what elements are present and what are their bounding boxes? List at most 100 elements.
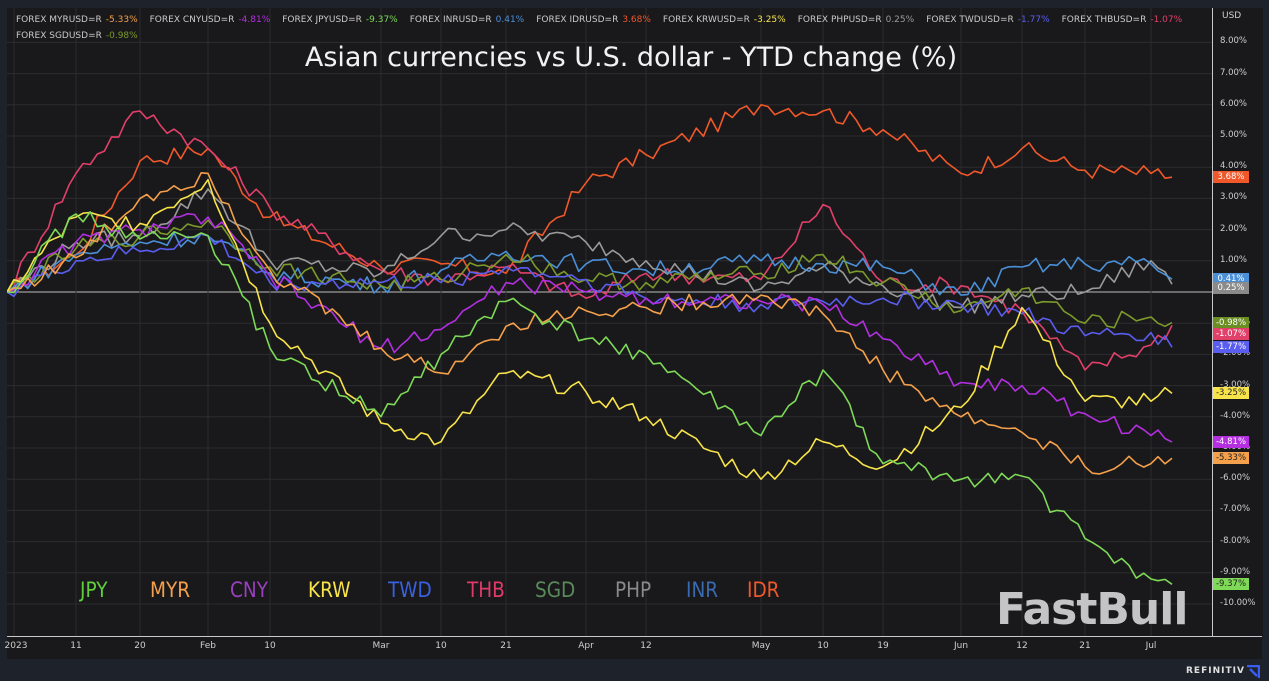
x-tick-label: Feb <box>200 641 216 651</box>
ric-value: 3.68% <box>622 15 651 25</box>
ric-legend-item[interactable]: FOREX PHPUSD=R 0.25% <box>798 12 914 28</box>
ric-value: -9.37% <box>365 15 398 25</box>
ric-legend-item[interactable]: FOREX SGDUSD=R -0.98% <box>16 28 138 44</box>
y-tick-label: -7.00% <box>1220 504 1251 515</box>
ric-name: FOREX THBUSD=R <box>1061 15 1147 25</box>
ric-name: FOREX JPYUSD=R <box>282 15 362 25</box>
y-tick-label: -9.00% <box>1220 566 1251 577</box>
x-tick-label: 12 <box>1016 641 1028 651</box>
series-line-cny[interactable] <box>7 213 1173 443</box>
y-tick-label: -3.00% <box>1220 379 1251 390</box>
x-tick-label: 2023 <box>4 641 28 651</box>
currency-legend-krw: KRW <box>308 578 351 602</box>
refinitiv-label: REFINITIV <box>1186 666 1245 676</box>
x-tick-label: Jun <box>953 641 969 651</box>
ric-value: 0.41% <box>495 15 525 25</box>
currency-legend-php: PHP <box>615 578 652 602</box>
ric-legend-item[interactable]: FOREX THBUSD=R -1.07% <box>1062 12 1183 28</box>
axis-unit-label: USD <box>1222 11 1242 21</box>
ric-name: FOREX KRWUSD=R <box>662 15 750 25</box>
line-chart <box>7 8 1212 636</box>
ric-value: -3.25% <box>753 15 786 25</box>
ric-value: -5.33% <box>105 15 138 25</box>
last-value-tag: -0.98% <box>1213 316 1249 329</box>
ric-legend-item[interactable]: FOREX MYRUSD=R -5.33% <box>16 12 138 28</box>
y-tick-label: -10.00% <box>1220 598 1256 608</box>
series-line-twd[interactable] <box>7 233 1173 348</box>
currency-legend-thb: THB <box>467 578 505 602</box>
last-value-tag: 0.25% <box>1213 282 1249 295</box>
last-value-tag: -9.37% <box>1213 578 1249 591</box>
series-line-myr[interactable] <box>7 172 1173 475</box>
y-tick-label: -8.00% <box>1220 535 1251 546</box>
y-tick-label: 4.00% <box>1220 161 1248 172</box>
ric-legend-item[interactable]: FOREX TWDUSD=R -1.77% <box>926 12 1049 28</box>
x-tick-label: 11 <box>70 641 82 651</box>
ric-name: FOREX SGDUSD=R <box>16 31 102 41</box>
currency-legend-inr: INR <box>686 578 719 602</box>
refinitiv-logo-icon <box>1247 665 1260 678</box>
last-value-tag: 3.68% <box>1213 171 1249 184</box>
currency-legend-cny: CNY <box>230 578 269 602</box>
x-tick-label: 12 <box>640 641 652 651</box>
x-tick-label: 10 <box>435 641 447 651</box>
ric-value: -1.77% <box>1017 15 1050 25</box>
ric-name: FOREX CNYUSD=R <box>149 15 235 25</box>
ric-legend-item[interactable]: FOREX KRWUSD=R -3.25% <box>663 12 786 28</box>
x-tick-label: 10 <box>817 641 829 651</box>
chart-title: Asian currencies vs U.S. dollar - YTD ch… <box>304 42 958 73</box>
y-tick-label: -2.00% <box>1220 348 1251 359</box>
y-tick-label: 3.00% <box>1220 192 1248 203</box>
last-value-tag: -1.07% <box>1213 328 1249 341</box>
currency-legend-idr: IDR <box>747 578 780 602</box>
x-tick-label: Mar <box>372 641 390 651</box>
ric-name: FOREX PHPUSD=R <box>797 15 882 25</box>
currency-legend-jpy: JPY <box>80 578 108 602</box>
y-tick-label: -4.00% <box>1220 410 1251 421</box>
x-tick-label: 20 <box>134 641 146 651</box>
ric-name: FOREX IDRUSD=R <box>536 15 619 25</box>
ric-legend-item[interactable]: FOREX CNYUSD=R -4.81% <box>150 12 271 28</box>
x-tick-label: 10 <box>264 641 276 651</box>
ric-legend-item[interactable]: FOREX JPYUSD=R -9.37% <box>282 12 397 28</box>
y-tick-label: 7.00% <box>1220 67 1248 78</box>
x-tick-label: 21 <box>500 641 512 651</box>
ric-name: FOREX TWDUSD=R <box>926 15 1014 25</box>
ric-legend-item[interactable]: FOREX IDRUSD=R 3.68% <box>536 12 651 28</box>
ric-value: -4.81% <box>238 15 271 25</box>
y-tick-label: 8.00% <box>1220 36 1248 47</box>
plot-area[interactable] <box>7 8 1212 636</box>
last-value-tag: -5.33% <box>1213 452 1249 465</box>
ric-name: FOREX INRUSD=R <box>409 15 492 25</box>
currency-legend-myr: MYR <box>150 578 191 602</box>
x-axis[interactable] <box>7 636 1262 659</box>
series-line-jpy[interactable] <box>7 211 1173 585</box>
series-line-idr[interactable] <box>7 104 1173 293</box>
last-value-tag: -3.25% <box>1213 387 1249 400</box>
x-tick-label: May <box>751 641 771 651</box>
ric-name: FOREX MYRUSD=R <box>16 15 102 25</box>
y-tick-label: 2.00% <box>1220 223 1248 234</box>
y-tick-label: 5.00% <box>1220 130 1248 140</box>
series-line-php[interactable] <box>7 188 1173 314</box>
fastbull-logo: FastBull <box>996 584 1188 635</box>
last-value-tag: -4.81% <box>1213 436 1249 449</box>
series-line-krw[interactable] <box>7 178 1173 481</box>
ric-value: 0.25% <box>885 15 915 25</box>
currency-legend-sgd: SGD <box>535 578 576 602</box>
ric-value: -1.07% <box>1150 15 1183 25</box>
series-line-thb[interactable] <box>7 110 1173 371</box>
ric-value: -0.98% <box>105 31 138 41</box>
series-line-sgd[interactable] <box>7 219 1173 329</box>
ric-legend: FOREX MYRUSD=R -5.33% FOREX CNYUSD=R -4.81%… <box>16 12 1206 44</box>
x-tick-label: Apr <box>578 641 594 651</box>
ric-legend-item[interactable]: FOREX INRUSD=R 0.41% <box>410 12 525 28</box>
currency-legend-twd: TWD <box>388 578 432 602</box>
y-tick-label: -6.00% <box>1220 473 1251 484</box>
x-tick-label: 19 <box>877 641 889 651</box>
x-tick-label: Jul <box>1145 641 1157 651</box>
y-tick-label: 6.00% <box>1220 98 1248 109</box>
x-tick-label: 21 <box>1079 641 1091 651</box>
last-value-tag: -1.77% <box>1213 341 1249 354</box>
